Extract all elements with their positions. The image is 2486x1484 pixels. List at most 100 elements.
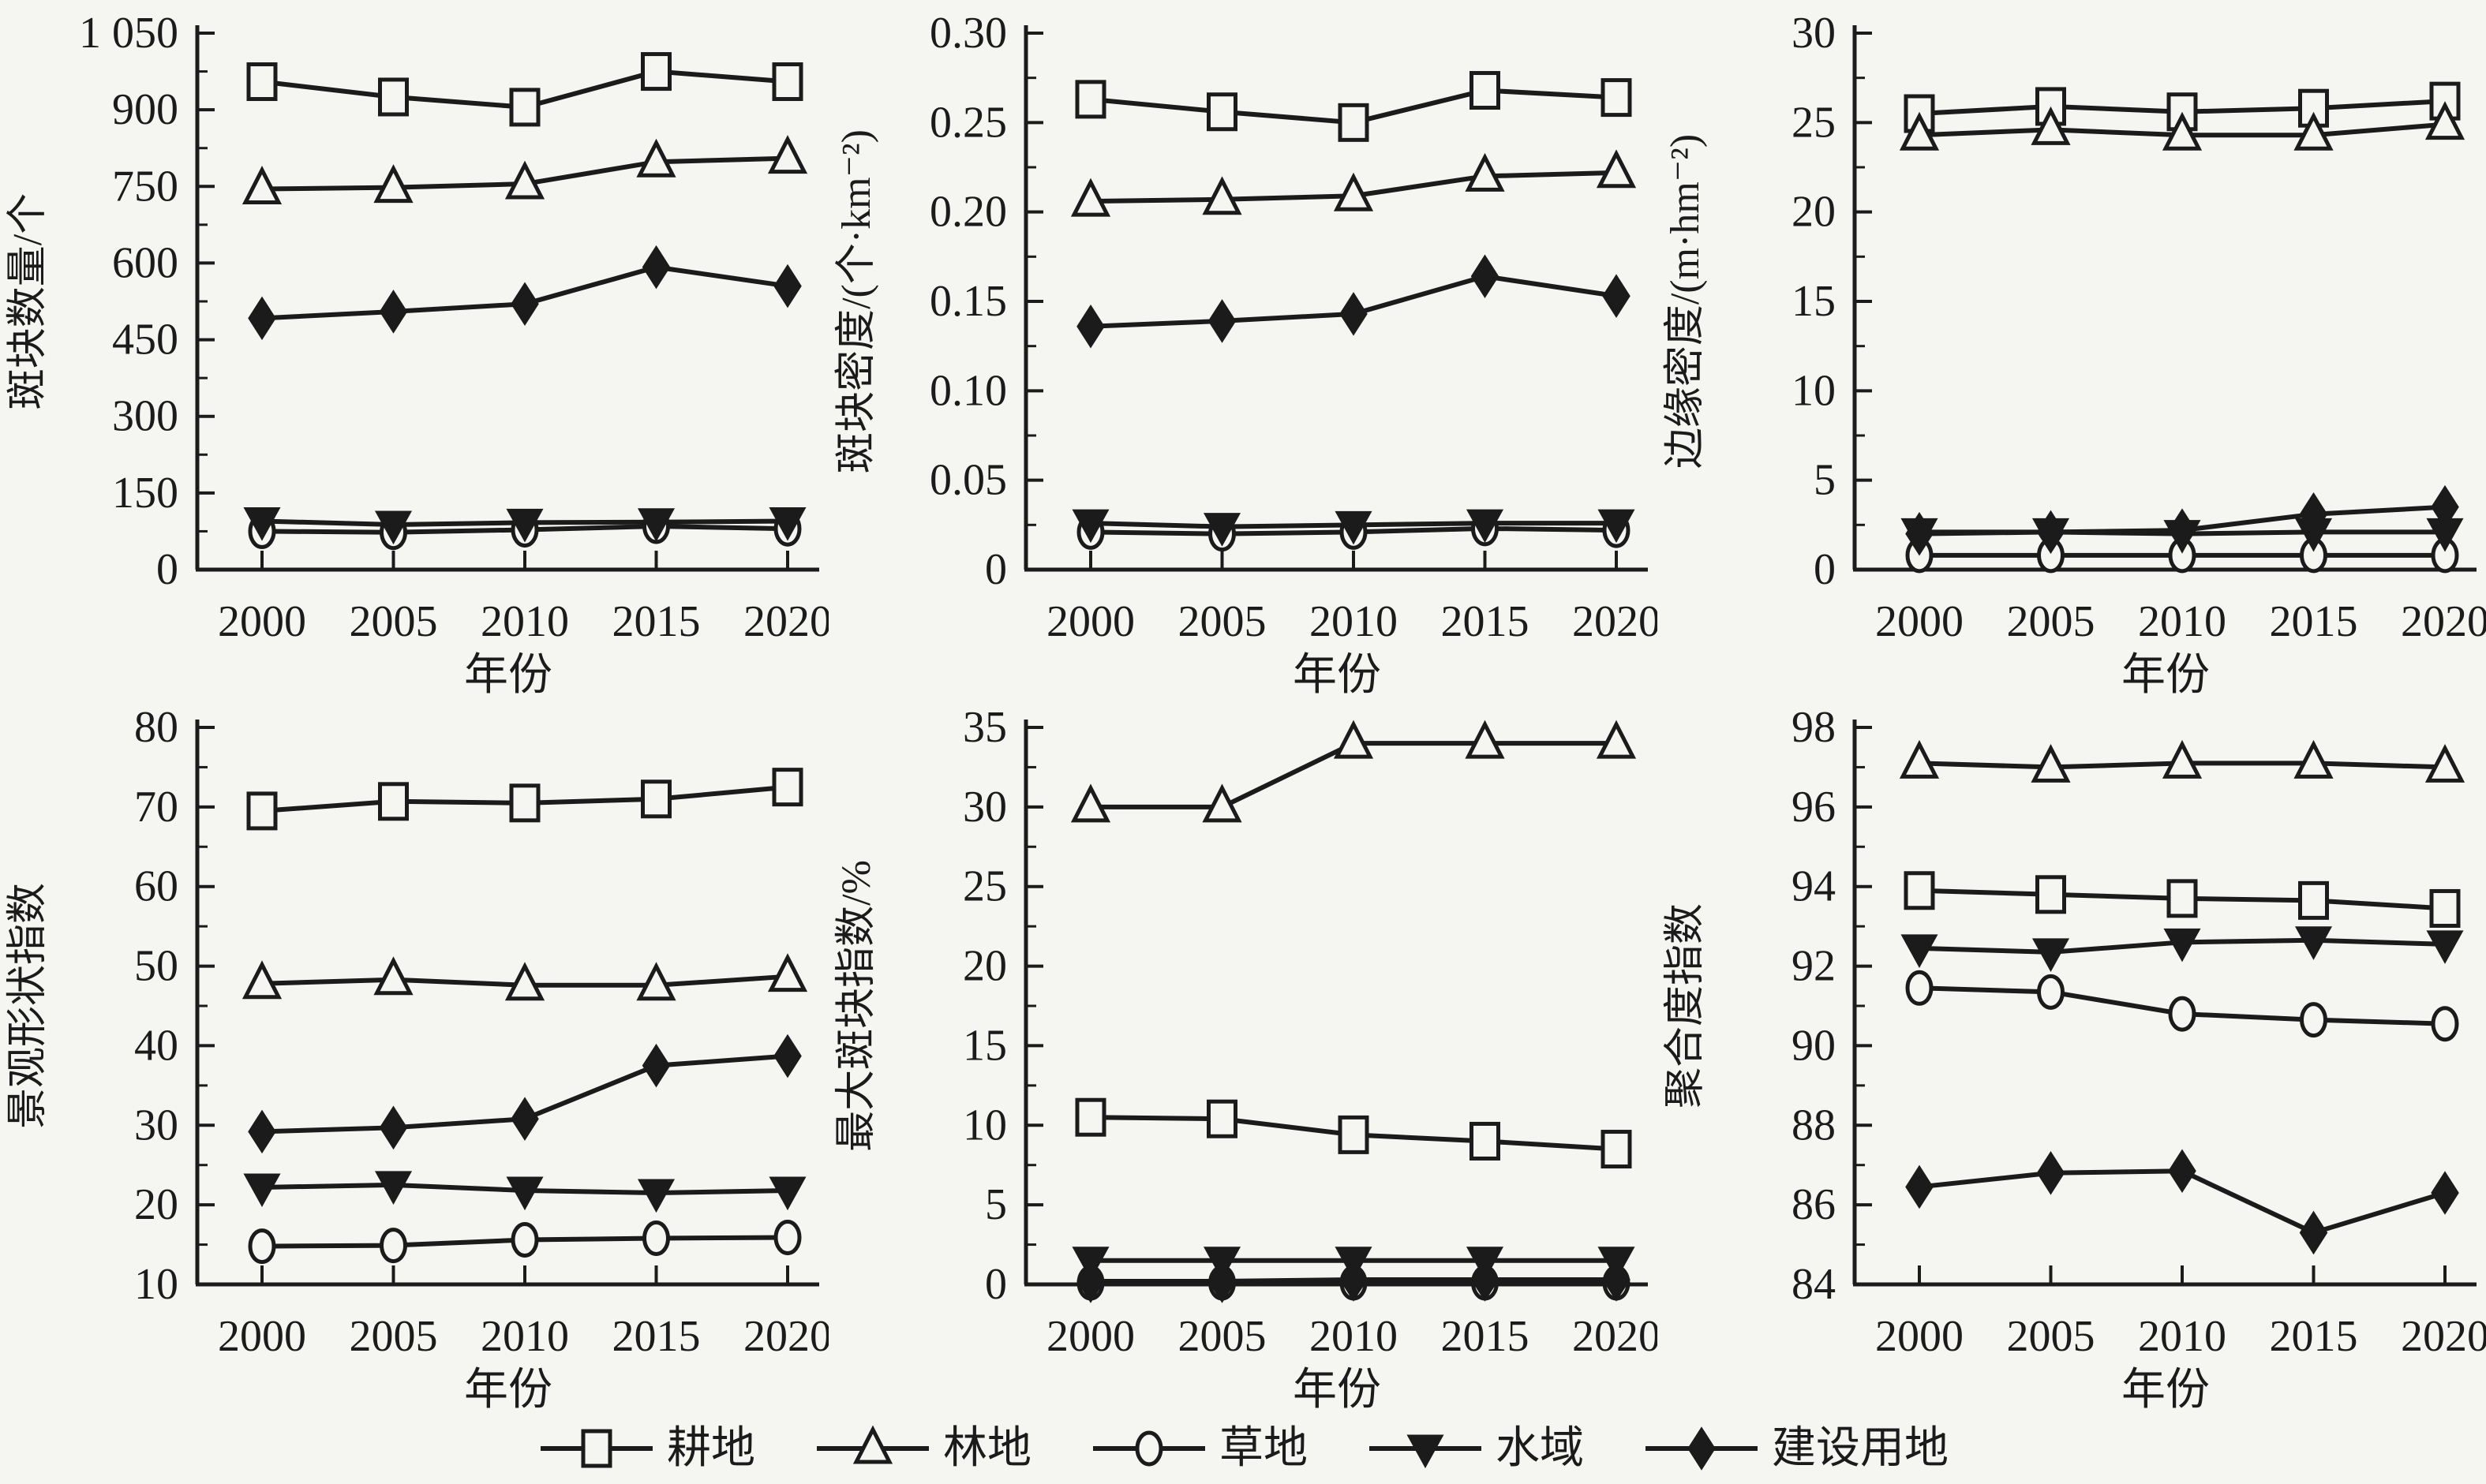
y-tick-label: 0.30 [930, 9, 1007, 58]
y-tick-label: 60 [134, 862, 178, 911]
y-tick-label: 94 [1791, 862, 1836, 911]
construction-land-legend-glyph [1645, 1426, 1758, 1471]
series-cultivated-land [246, 768, 803, 831]
forest-marker [636, 962, 676, 1001]
x-tick-label: 2005 [2007, 597, 2095, 646]
chart-grid: 0 150 300 450 600 750 900 1 050 2000 2005 2010 2015… [0, 9, 2486, 1412]
cultivated-land-marker [1470, 71, 1500, 110]
cultivated-land-marker [772, 768, 803, 807]
cultivated-land-marker [772, 62, 803, 102]
water-marker [243, 507, 281, 541]
water-marker [1406, 1434, 1444, 1468]
cultivated-land-marker [509, 88, 541, 127]
y-tick-label: 30 [134, 1101, 178, 1149]
y-tick-label: 0 [1814, 545, 1836, 594]
x-tick-label: 2020 [743, 597, 829, 646]
cultivated-land-marker [641, 779, 672, 819]
construction-land-marker [1207, 299, 1237, 343]
y-tick-label: 0.15 [930, 277, 1007, 326]
cultivated-land-marker [246, 791, 278, 831]
construction-land-marker [1339, 292, 1368, 336]
construction-land-marker [1602, 1258, 1631, 1302]
water-marker [637, 1179, 676, 1213]
series-forest [1070, 149, 1637, 217]
y-axis-title: 景观形状指数 [6, 883, 51, 1129]
grassland-marker [248, 1228, 276, 1265]
water-marker [1203, 513, 1241, 547]
forest-marker [2031, 743, 2071, 783]
x-tick-label: 2000 [218, 1312, 306, 1361]
legend-item-forest: 林地 [814, 1415, 1031, 1482]
forest-marker [504, 160, 545, 200]
cultivated-land-marker [581, 1429, 612, 1467]
series-construction-land [1905, 1149, 2459, 1255]
legend-label: 水域 [1496, 1423, 1584, 1473]
edge-density-plot: 0 5 10 15 20 25 30 2000 2005 2010 2015 2020 边缘密度/(m·… [1663, 9, 2486, 694]
water-marker [1597, 509, 1635, 544]
x-tick-label: 2005 [2007, 1312, 2095, 1361]
aggregation-index-plot: 84 86 88 90 92 94 96 98 2000 2005 2010 2015 2020 聚合度指… [1663, 703, 2486, 1412]
x-tick-label: 2015 [2270, 597, 2358, 646]
y-tick-label: 0 [156, 545, 178, 594]
y-tick-label: 96 [1791, 783, 1836, 832]
legend-label: 林地 [943, 1423, 1031, 1473]
construction-land-marker [248, 296, 276, 341]
forest-marker [1202, 176, 1242, 215]
forest-legend-glyph [817, 1425, 929, 1463]
water-legend-glyph [1369, 1434, 1481, 1468]
cultivated-land-marker [1075, 80, 1106, 119]
water-marker [1466, 509, 1504, 544]
cultivated-land-marker [1075, 1097, 1106, 1137]
legend-label: 耕地 [667, 1423, 755, 1473]
legend-label: 建设用地 [1772, 1423, 1949, 1473]
y-tick-label: 25 [963, 862, 1007, 911]
y-tick-label: 30 [1791, 9, 1836, 58]
cultivated-land-marker [1207, 92, 1237, 132]
forest-marker [636, 138, 676, 178]
series-forest [1899, 101, 2465, 151]
x-tick-label: 2000 [218, 597, 306, 646]
water-marker [637, 508, 676, 542]
grassland-marker [1905, 970, 1934, 1006]
cultivated-land-marker [1470, 1121, 1500, 1161]
forest-marker [373, 956, 414, 996]
series-forest [241, 135, 808, 205]
forest-marker [373, 164, 414, 204]
series-forest [1070, 720, 1637, 823]
construction-land-marker [2431, 484, 2459, 529]
grassland-marker [2300, 1002, 2327, 1038]
series-construction-land [1076, 254, 1631, 349]
y-tick-label: 0.25 [930, 98, 1007, 147]
x-tick-label: 2000 [1046, 597, 1135, 646]
x-axis-title: 年份 [1293, 1366, 1381, 1412]
x-tick-label: 2015 [1441, 597, 1529, 646]
grassland-marker [2431, 1006, 2459, 1042]
construction-land-marker [642, 1043, 671, 1088]
forest-marker [241, 960, 283, 1000]
construction-land-marker [1207, 1259, 1237, 1303]
water-marker [2426, 930, 2464, 964]
y-tick-label: 90 [1791, 1021, 1836, 1070]
forest-marker [767, 953, 808, 992]
forest-marker [1333, 720, 1374, 759]
forest-marker [2424, 101, 2465, 140]
cultivated-land-marker [1338, 1115, 1369, 1154]
construction-land-marker [2431, 1171, 2459, 1215]
series-water [243, 1171, 807, 1213]
x-tick-label: 2010 [2138, 1312, 2226, 1361]
y-tick-label: 88 [1791, 1101, 1836, 1149]
y-tick-label: 20 [963, 942, 1007, 991]
chart-landscape-shape-index: 10 20 30 40 50 60 70 80 2000 2005 2010 2015 2020 景观形状… [0, 694, 829, 1412]
grassland-marker [380, 1228, 407, 1264]
construction-land-marker [2036, 1151, 2065, 1195]
cultivated-land-marker [2298, 880, 2329, 920]
series-cultivated-land [1075, 1097, 1632, 1169]
construction-land-marker [1905, 511, 1934, 556]
construction-land-marker [1339, 1258, 1368, 1302]
y-tick-label: 0 [985, 545, 1007, 594]
forest-marker [1596, 720, 1637, 759]
cultivated-land-marker [1338, 103, 1369, 142]
cultivated-land-marker [378, 77, 409, 117]
construction-land-marker [2036, 510, 2065, 555]
construction-land-marker [1905, 1164, 1934, 1209]
